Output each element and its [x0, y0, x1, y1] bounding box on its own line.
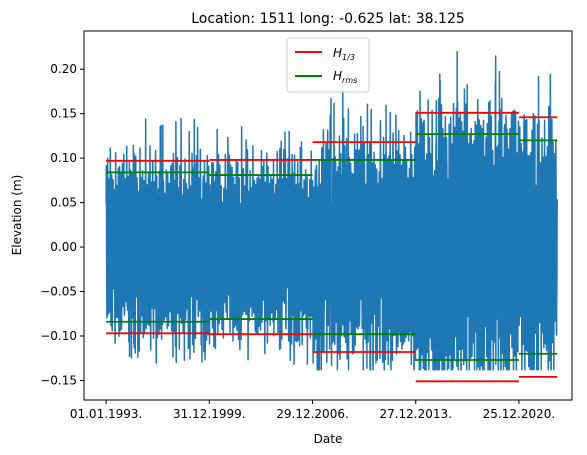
y-tick-label: 0.00: [50, 240, 77, 254]
chart-title: Location: 1511 long: -0.625 lat: 38.125: [191, 11, 465, 27]
legend: H1/3 Hrms: [286, 37, 370, 93]
y-tick-label: −0.15: [40, 373, 77, 387]
x-tick-label: 25.12.2020.: [483, 407, 556, 421]
y-tick-label: 0.20: [50, 62, 77, 76]
series-hrms: [106, 133, 558, 361]
legend-label-hrms-sub: rms: [342, 76, 357, 85]
legend-label-h13: H1/3: [333, 46, 355, 62]
y-tick-label: 0.05: [50, 196, 77, 210]
legend-label-hrms: Hrms: [333, 69, 357, 85]
x-tick-label: 31.12.1999.: [173, 407, 246, 421]
legend-label-h13-sub: 1/3: [342, 53, 355, 62]
plot-frame: [83, 30, 573, 401]
series-h13: [106, 111, 558, 383]
x-axis: 01.01.1993. 31.12.1999. 29.12.2006. 27.12.2…: [70, 400, 555, 421]
y-tick-label: 0.10: [50, 151, 77, 165]
y-tick-label: −0.05: [40, 285, 77, 299]
x-tick-label: 01.01.1993.: [70, 407, 143, 421]
x-tick-label: 29.12.2006.: [276, 407, 349, 421]
y-axis-title: Elevation (m): [10, 175, 24, 256]
legend-label-h13-main: H: [333, 46, 342, 60]
y-axis: −0.15 −0.10 −0.05 0.00 0.05 0.10 0.15 0.20: [40, 62, 84, 387]
x-tick-label: 27.12.2013.: [379, 407, 452, 421]
legend-label-hrms-main: H: [333, 69, 342, 83]
x-axis-title: Date: [314, 432, 343, 446]
y-tick-label: −0.10: [40, 329, 77, 343]
plot-area: [83, 30, 573, 401]
y-tick-label: 0.15: [50, 107, 77, 121]
